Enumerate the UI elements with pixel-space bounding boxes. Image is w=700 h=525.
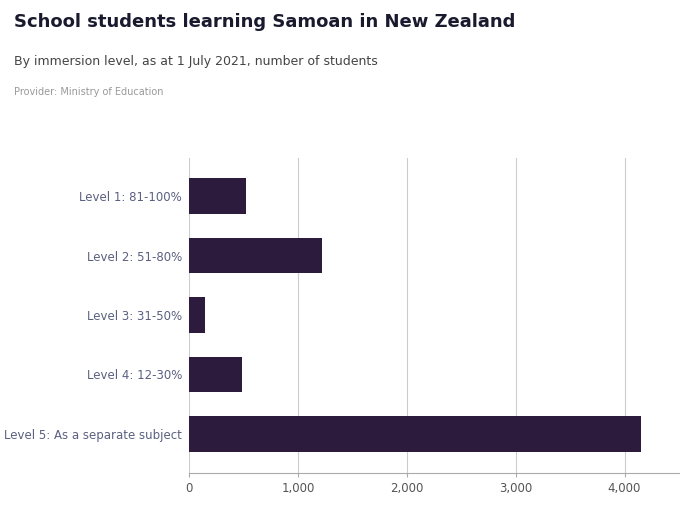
- Bar: [189, 356, 242, 392]
- Text: By immersion level, as at 1 July 2021, number of students: By immersion level, as at 1 July 2021, n…: [14, 55, 378, 68]
- Text: Provider: Ministry of Education: Provider: Ministry of Education: [14, 87, 164, 97]
- Bar: [189, 297, 205, 333]
- Text: figure.nz: figure.nz: [584, 16, 665, 30]
- Bar: [189, 178, 246, 214]
- Bar: [189, 416, 641, 452]
- Bar: [189, 238, 322, 274]
- Text: School students learning Samoan in New Zealand: School students learning Samoan in New Z…: [14, 13, 515, 31]
